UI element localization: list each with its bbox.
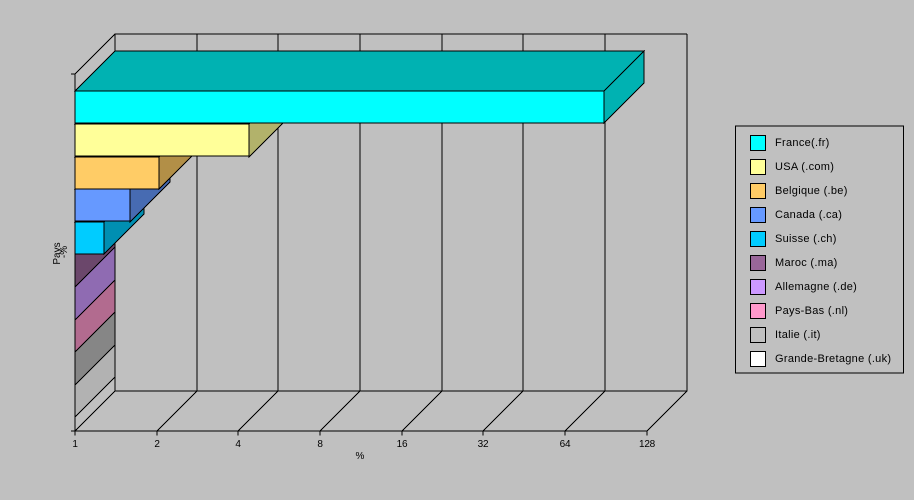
svg-text:128: 128	[639, 439, 656, 450]
svg-text:France(.fr): France(.fr)	[775, 137, 830, 149]
svg-text:64: 64	[560, 439, 571, 450]
svg-text:USA (.com): USA (.com)	[775, 161, 834, 173]
svg-text:Belgique (.be): Belgique (.be)	[775, 185, 848, 197]
svg-text:32: 32	[478, 439, 489, 450]
svg-text:1: 1	[72, 439, 78, 450]
svg-text:Allemagne (.de): Allemagne (.de)	[775, 281, 857, 293]
svg-text:16: 16	[397, 439, 408, 450]
svg-text:Maroc (.ma): Maroc (.ma)	[775, 257, 838, 269]
svg-text:-%: -%	[59, 246, 70, 258]
svg-text:Grande-Bretagne (.uk): Grande-Bretagne (.uk)	[775, 353, 891, 365]
svg-text:Pays: Pays	[52, 242, 63, 264]
svg-text:2: 2	[154, 439, 160, 450]
svg-text:Canada (.ca): Canada (.ca)	[775, 209, 842, 221]
svg-text:8: 8	[317, 439, 323, 450]
svg-text:Suisse (.ch): Suisse (.ch)	[775, 233, 837, 245]
svg-text:4: 4	[235, 439, 241, 450]
svg-text:%: %	[356, 451, 365, 462]
svg-text:Pays-Bas (.nl): Pays-Bas (.nl)	[775, 305, 848, 317]
svg-text:Italie (.it): Italie (.it)	[775, 329, 821, 341]
